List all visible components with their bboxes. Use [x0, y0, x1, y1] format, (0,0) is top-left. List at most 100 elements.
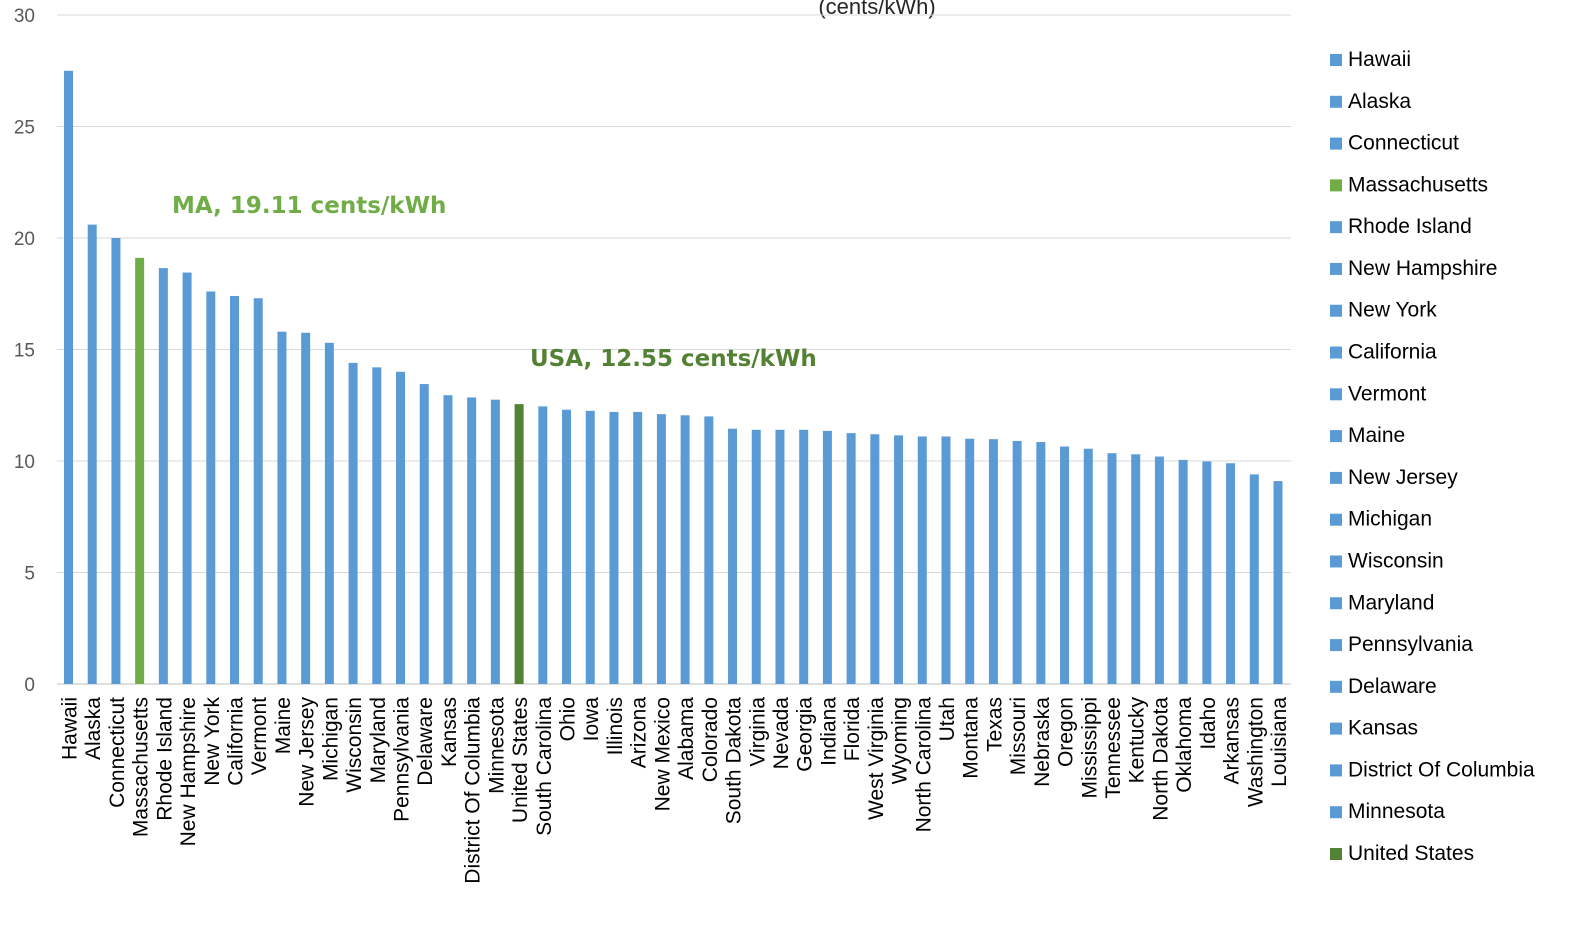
legend-label: District Of Columbia: [1348, 758, 1535, 781]
legend-label: United States: [1348, 842, 1474, 865]
bar-oklahoma: [1178, 459, 1188, 684]
legend-swatch: [1330, 179, 1342, 192]
bar-montana: [965, 438, 975, 684]
bar-south-dakota: [728, 428, 738, 684]
bars: [64, 70, 1283, 684]
bar-idaho: [1202, 461, 1212, 684]
bar-mississippi: [1083, 448, 1093, 684]
bar-kentucky: [1131, 454, 1141, 684]
bar-nevada: [775, 429, 785, 684]
legend-swatch: [1330, 388, 1342, 401]
bar-missouri: [1012, 440, 1022, 684]
legend-label: Pennsylvania: [1348, 633, 1473, 656]
y-tick-label: 20: [14, 229, 35, 250]
x-tick-label: Pennsylvania: [391, 697, 414, 822]
bar-ohio: [562, 409, 572, 684]
bar-minnesota: [490, 399, 500, 684]
x-tick-label: Mississippi: [1078, 697, 1101, 799]
legend-swatch: [1330, 262, 1342, 275]
bar-north-carolina: [917, 436, 927, 684]
x-tick-label: Oklahoma: [1173, 697, 1196, 793]
legend-swatch: [1330, 513, 1342, 526]
bar-hawaii: [64, 70, 73, 684]
x-tick-label: New Jersey: [296, 697, 319, 807]
x-tick-label: Arkansas: [1221, 697, 1244, 785]
x-tick-label: South Carolina: [533, 697, 556, 836]
bar-massachusetts: [135, 257, 145, 684]
legend-swatch: [1330, 848, 1342, 860]
bar-michigan: [324, 342, 334, 684]
legend-label: Delaware: [1348, 675, 1437, 698]
annotation-label: USA, 12.55 cents/kWh: [530, 346, 817, 372]
bar-arkansas: [1226, 463, 1236, 684]
legend-label: Vermont: [1348, 382, 1426, 405]
x-tick-label: Indiana: [817, 697, 840, 766]
bar-maryland: [372, 367, 382, 684]
x-tick-label: Louisiana: [1268, 697, 1291, 787]
legend-swatch: [1330, 54, 1342, 66]
legend-label: Hawaii: [1348, 48, 1411, 71]
x-tick-label: Wisconsin: [343, 697, 366, 793]
x-tick-label: Georgia: [794, 697, 817, 772]
chart-title-fragment: (cents/kWh): [818, 0, 935, 19]
legend-swatch: [1330, 346, 1342, 359]
y-tick-label: 25: [14, 118, 35, 139]
x-tick-label: Nebraska: [1031, 697, 1054, 787]
y-tick-label: 5: [24, 564, 35, 585]
x-tick-label: South Dakota: [723, 697, 746, 825]
bar-virginia: [751, 429, 761, 684]
bar-north-dakota: [1154, 456, 1164, 684]
x-tick-label: Minnesota: [485, 697, 508, 794]
x-tick-label: California: [225, 697, 248, 786]
legend-label: New Jersey: [1348, 466, 1458, 489]
bar-united-states: [514, 404, 524, 684]
x-tick-label: Rhode Island: [153, 697, 176, 821]
legend-swatch: [1330, 764, 1342, 777]
x-tick-label: Oregon: [1055, 697, 1078, 767]
legend-swatch: [1330, 304, 1342, 317]
x-tick-label: Utah: [936, 697, 959, 741]
annotation-label: MA, 19.11 cents/kWh: [172, 193, 446, 219]
bar-georgia: [799, 429, 809, 684]
legend-swatch: [1330, 95, 1342, 108]
bar-texas: [988, 439, 998, 684]
x-tick-label: Michigan: [319, 697, 342, 781]
x-tick-label: New Hampshire: [177, 697, 200, 846]
bar-oregon: [1060, 446, 1070, 684]
legend-swatch: [1330, 722, 1342, 735]
legend-label: Maine: [1348, 424, 1405, 447]
bar-new-york: [206, 291, 216, 684]
bar-colorado: [704, 416, 714, 684]
legend-swatch: [1330, 221, 1342, 234]
x-tick-label: New Mexico: [651, 697, 674, 811]
legend-label: Maryland: [1348, 591, 1434, 614]
legend-label: Alaska: [1348, 90, 1411, 113]
legend: Hawaii Alaska Connecticut Massachusetts Rhod…: [1330, 48, 1535, 865]
x-tick-label: Colorado: [699, 697, 722, 782]
x-tick-label: Ohio: [557, 697, 580, 741]
bar-new-mexico: [656, 414, 666, 684]
legend-swatch: [1330, 639, 1342, 652]
y-tick-label: 10: [14, 452, 35, 473]
legend-label: Michigan: [1348, 508, 1432, 531]
x-tick-label: Kentucky: [1126, 697, 1149, 784]
bar-kansas: [443, 395, 453, 684]
bar-florida: [846, 433, 856, 684]
legend-label: Massachusetts: [1348, 173, 1488, 196]
legend-label: Minnesota: [1348, 800, 1445, 823]
x-tick-label: West Virginia: [865, 697, 888, 820]
legend-label: Wisconsin: [1348, 549, 1444, 572]
bar-maine: [277, 331, 287, 684]
bar-alaska: [87, 224, 97, 684]
bar-south-carolina: [538, 406, 548, 684]
bar-washington: [1249, 474, 1259, 684]
bar-delaware: [419, 384, 429, 684]
bar-new-jersey: [301, 332, 311, 684]
x-tick-label: Nevada: [770, 697, 793, 770]
bar-vermont: [253, 298, 263, 684]
x-tick-label: Washington: [1244, 697, 1267, 807]
bar-illinois: [609, 411, 619, 684]
x-tick-label: New York: [201, 697, 224, 786]
legend-label: New York: [1348, 299, 1437, 322]
